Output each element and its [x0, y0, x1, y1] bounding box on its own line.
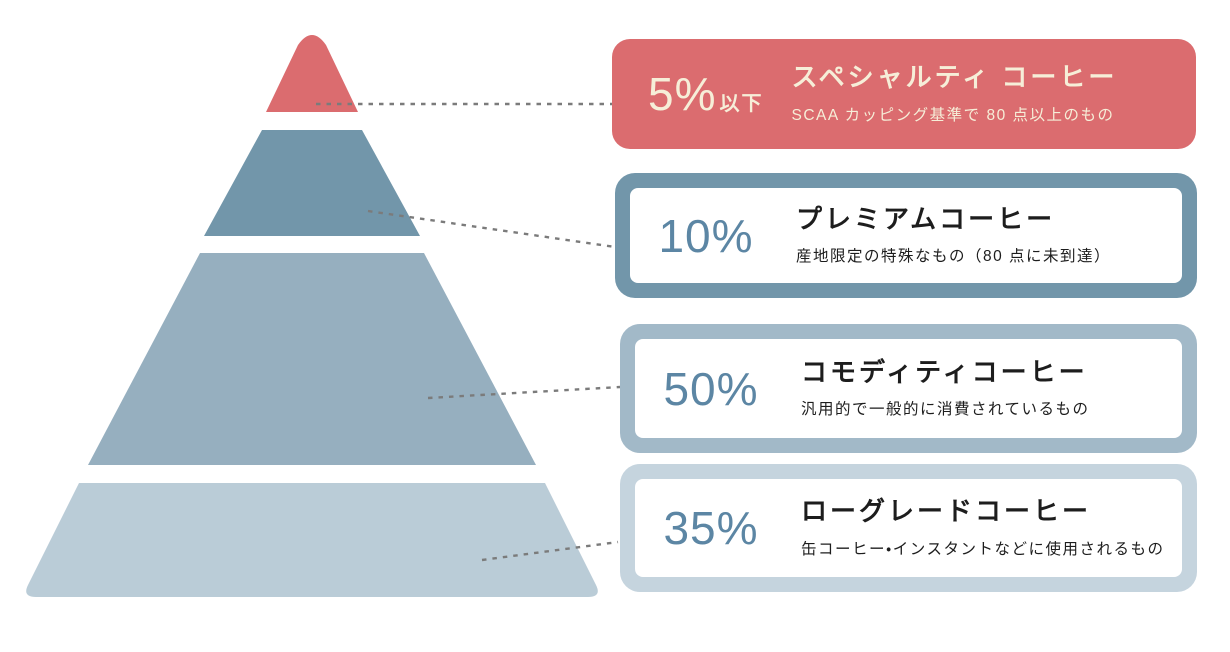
- connector-line-commodity: [427, 385, 621, 400]
- pyramid-tier-lowgrade: [26, 483, 598, 597]
- premium-description: 産地限定の特殊なもの（80 点に未到達）: [796, 248, 1112, 266]
- lowgrade-percent: 35%: [645, 505, 777, 551]
- pyramid-tier-commodity: [88, 253, 536, 465]
- card-commodity-inner: 50% コモディティコーヒー 汎用的で一般的に消費されているもの: [635, 339, 1182, 438]
- lowgrade-percent-value: 35%: [663, 502, 759, 554]
- commodity-percent-value: 50%: [663, 362, 759, 415]
- card-lowgrade-inner: 35% ローグレードコーヒー 缶コーヒー・インスタントなどに使用されるもの: [635, 479, 1182, 577]
- specialty-description: SCAA カッピング基準で 80 点以上のもの: [791, 106, 1115, 124]
- commodity-percent: 50%: [645, 366, 777, 412]
- commodity-title: コモディティコーヒー: [801, 356, 1088, 387]
- lowgrade-title: ローグレードコーヒー: [801, 496, 1092, 527]
- connector-line-lowgrade: [481, 540, 619, 562]
- premium-title: プレミアムコーヒー: [796, 203, 1056, 234]
- specialty-percent: 5% 以下: [648, 71, 763, 117]
- card-commodity: 50% コモディティコーヒー 汎用的で一般的に消費されているもの: [620, 324, 1197, 453]
- specialty-title: スペシャルティ コーヒー: [791, 62, 1118, 93]
- card-premium-inner: 10% プレミアムコーヒー 産地限定の特殊なもの（80 点に未到達）: [630, 188, 1182, 283]
- pyramid-tier-specialty: [266, 35, 358, 112]
- card-specialty: 5% 以下 スペシャルティ コーヒー SCAA カッピング基準で 80 点以上のも…: [612, 39, 1196, 149]
- specialty-percent-value: 5%: [648, 68, 717, 120]
- pyramid-tier-premium: [204, 130, 420, 236]
- card-lowgrade: 35% ローグレードコーヒー 缶コーヒー・インスタントなどに使用されるもの: [620, 464, 1197, 592]
- specialty-percent-qualifier: 以下: [719, 93, 764, 115]
- card-premium: 10% プレミアムコーヒー 産地限定の特殊なもの（80 点に未到達）: [615, 173, 1197, 298]
- premium-percent-value: 10%: [658, 209, 754, 262]
- commodity-description: 汎用的で一般的に消費されているもの: [801, 401, 1090, 419]
- premium-percent: 10%: [640, 213, 772, 259]
- lowgrade-description: 缶コーヒー・インスタントなどに使用されるもの: [801, 540, 1165, 558]
